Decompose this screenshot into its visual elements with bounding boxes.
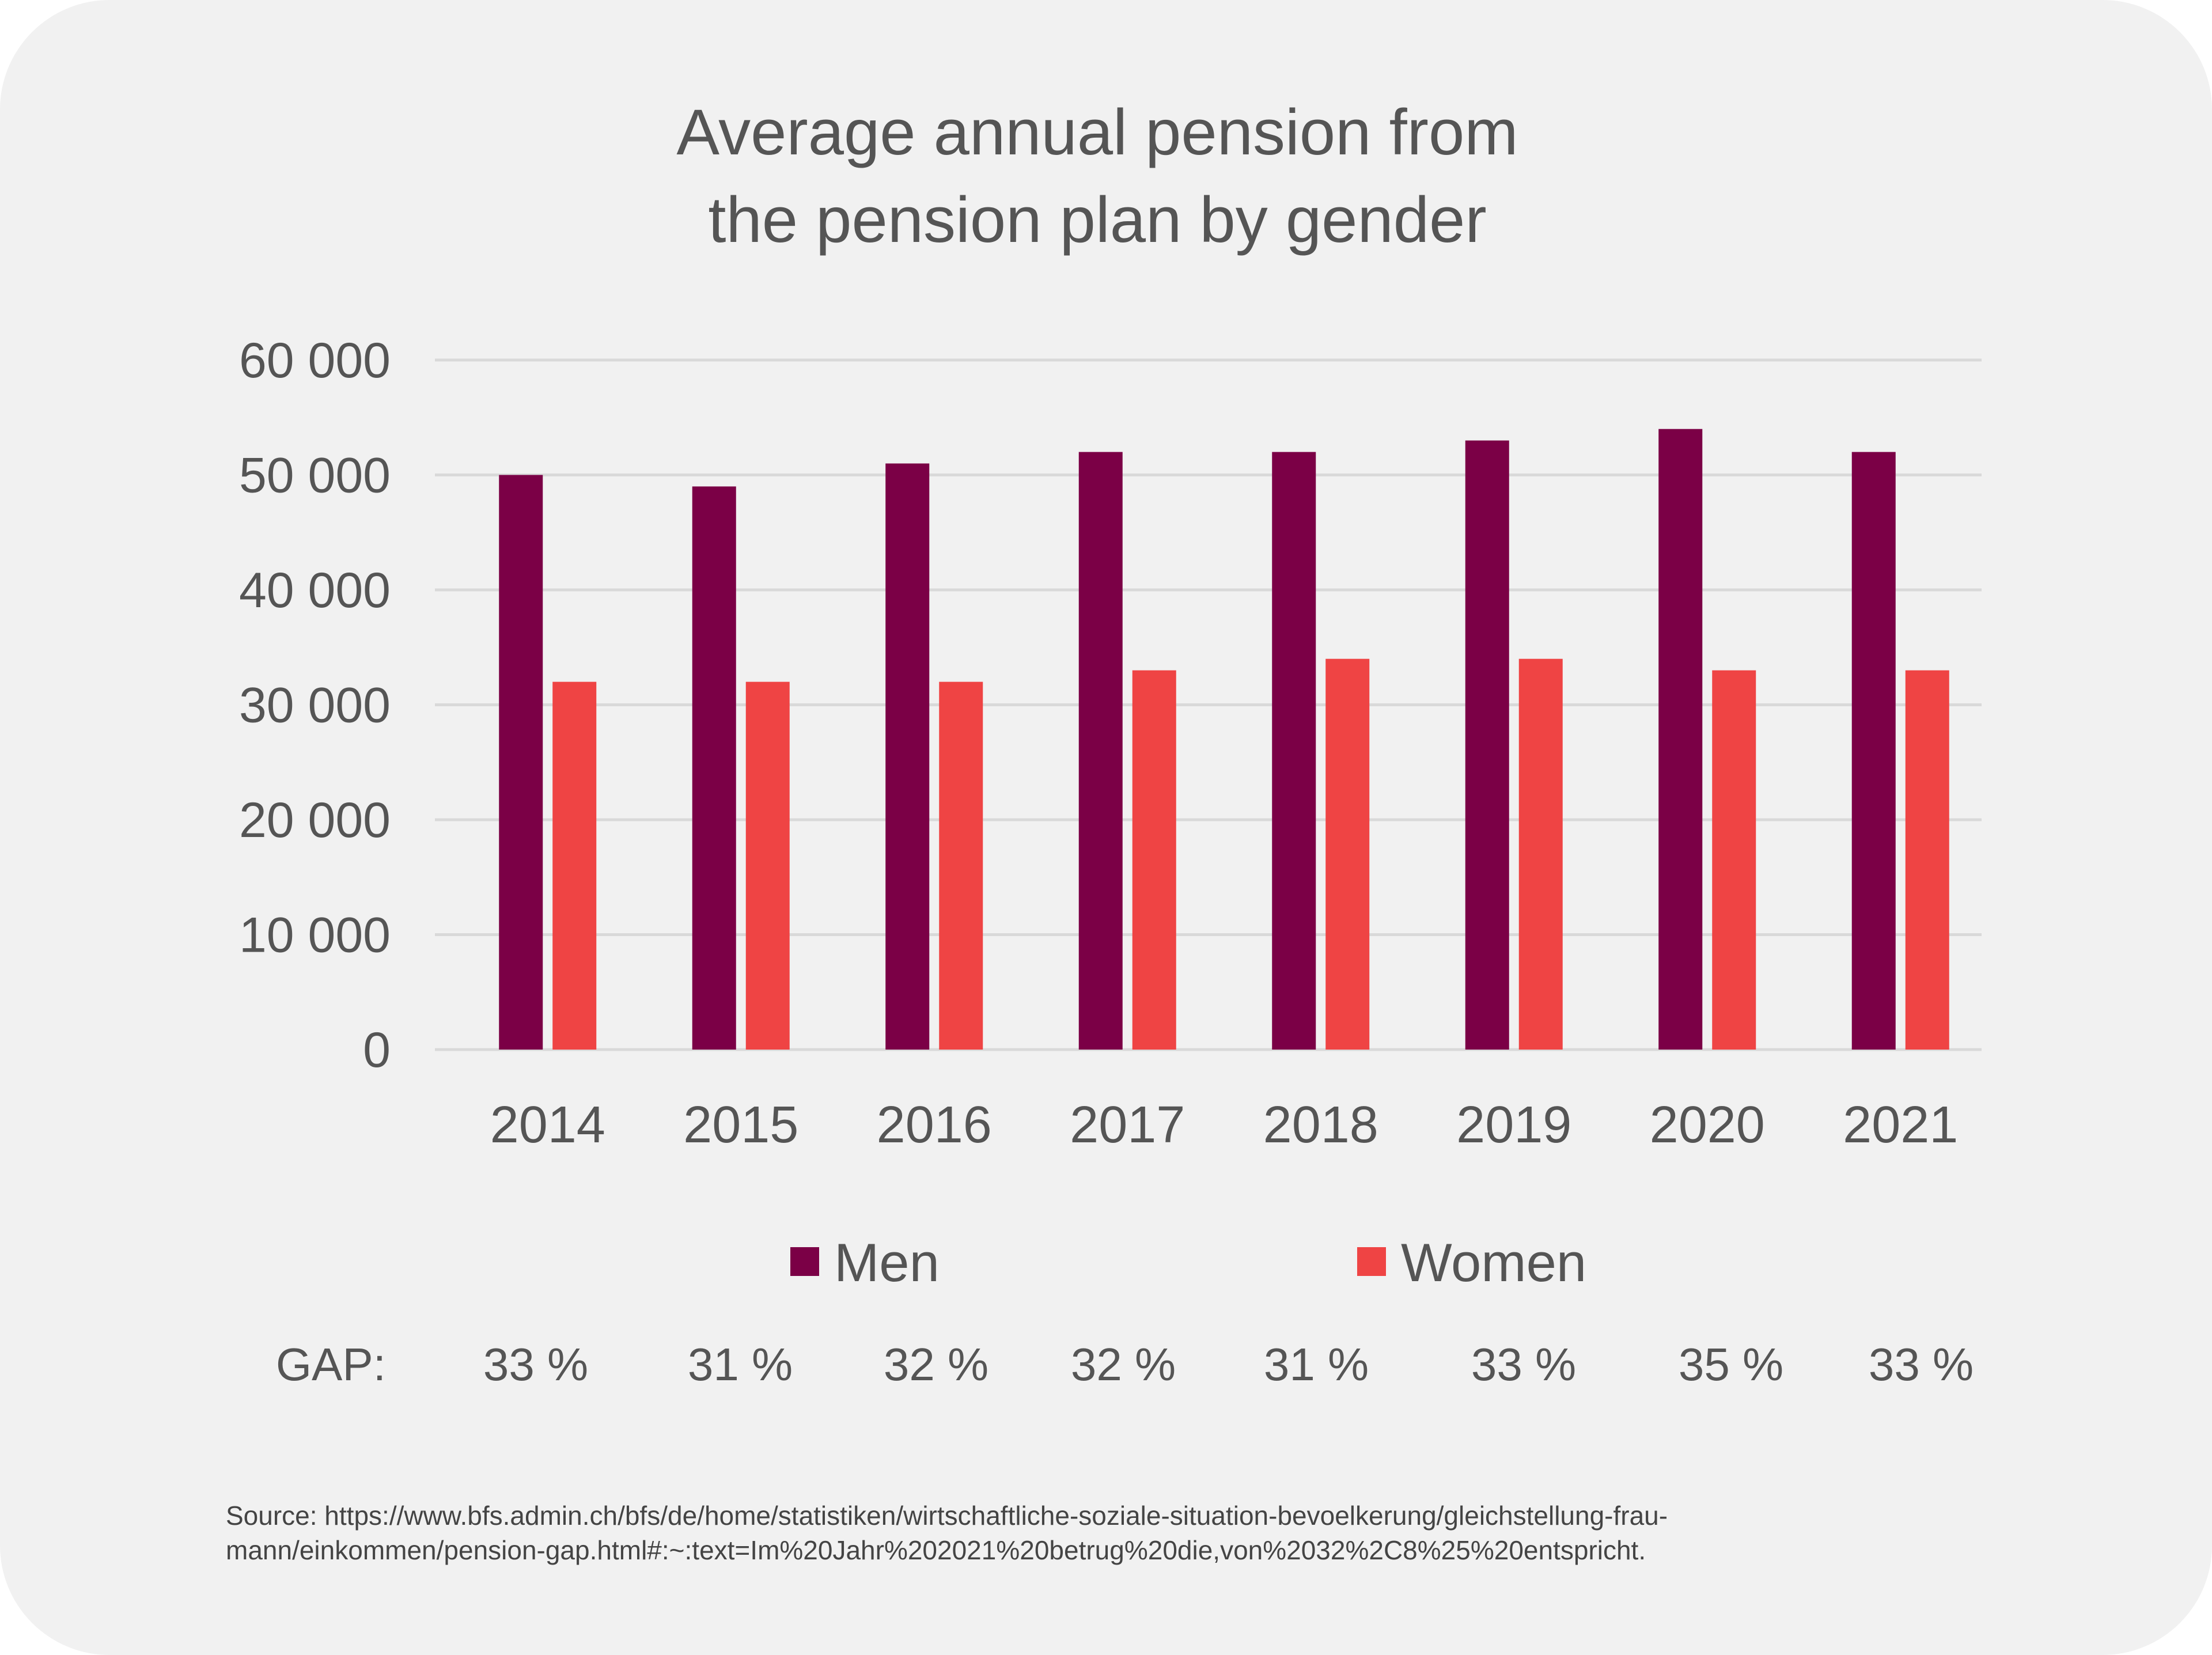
bar-men-2016 xyxy=(885,463,930,1050)
x-tick-label: 2018 xyxy=(1263,1096,1378,1154)
bar-men-2021 xyxy=(1851,452,1896,1050)
gap-values: 33 % 31 % 32 % 32 % 31 % 33 % 35 % 33 % xyxy=(483,1339,1974,1390)
legend-label-men: Men xyxy=(834,1232,940,1293)
gap-value: 32 % xyxy=(1071,1339,1176,1390)
bar-men-2018 xyxy=(1272,452,1316,1050)
y-tick-label: 40 000 xyxy=(239,563,391,618)
gap-value: 32 % xyxy=(884,1339,988,1390)
x-tick-label: 2017 xyxy=(1070,1096,1185,1154)
legend-swatch-men xyxy=(790,1247,819,1276)
chart-title-line-1: Average annual pension from xyxy=(676,96,1518,168)
bar-men-2020 xyxy=(1658,429,1703,1050)
y-tick-label: 60 000 xyxy=(239,333,391,388)
x-tick-label: 2019 xyxy=(1456,1096,1571,1154)
bar-women-2017 xyxy=(1132,670,1176,1050)
gap-value: 33 % xyxy=(1869,1339,1974,1390)
source-line-1: Source: https://www.bfs.admin.ch/bfs/de/… xyxy=(226,1501,1668,1531)
x-tick-label: 2014 xyxy=(490,1096,605,1154)
gap-value: 31 % xyxy=(1264,1339,1369,1390)
gap-value: 33 % xyxy=(1471,1339,1576,1390)
gap-value: 35 % xyxy=(1679,1339,1783,1390)
y-tick-label: 50 000 xyxy=(239,448,391,503)
gap-label: GAP: xyxy=(276,1339,386,1390)
y-tick-label: 0 xyxy=(363,1022,391,1078)
source-line-2: mann/einkommen/pension-gap.html#:~:text=… xyxy=(226,1535,1646,1565)
bar-men-2014 xyxy=(499,475,543,1050)
bar-men-2017 xyxy=(1078,452,1123,1050)
legend-swatch-women xyxy=(1357,1247,1386,1276)
bar-women-2019 xyxy=(1518,658,1563,1050)
y-axis-ticks: 0 10 000 20 000 30 000 40 000 50 000 60 000 xyxy=(239,333,391,1078)
bar-women-2021 xyxy=(1905,670,1949,1050)
bar-men-2019 xyxy=(1465,440,1509,1050)
y-tick-label: 20 000 xyxy=(239,793,391,848)
x-tick-label: 2021 xyxy=(1843,1096,1958,1154)
y-tick-label: 10 000 xyxy=(239,908,391,963)
chart-title-line-2: the pension plan by gender xyxy=(708,184,1486,256)
y-tick-label: 30 000 xyxy=(239,678,391,733)
bar-women-2020 xyxy=(1712,670,1756,1050)
bar-women-2015 xyxy=(745,681,790,1050)
bar-women-2016 xyxy=(939,681,983,1050)
x-tick-label: 2020 xyxy=(1650,1096,1765,1154)
gap-value: 31 % xyxy=(688,1339,793,1390)
bar-women-2018 xyxy=(1325,658,1370,1050)
bar-women-2014 xyxy=(552,681,597,1050)
x-tick-label: 2016 xyxy=(877,1096,992,1154)
bars xyxy=(499,429,1949,1050)
x-tick-label: 2015 xyxy=(683,1096,798,1154)
gap-value: 33 % xyxy=(483,1339,588,1390)
legend-label-women: Women xyxy=(1401,1232,1586,1293)
x-axis-ticks: 2014 2015 2016 2017 2018 2019 2020 2021 xyxy=(490,1096,1959,1154)
bar-men-2015 xyxy=(692,486,736,1050)
legend: Men Women xyxy=(790,1232,1586,1293)
